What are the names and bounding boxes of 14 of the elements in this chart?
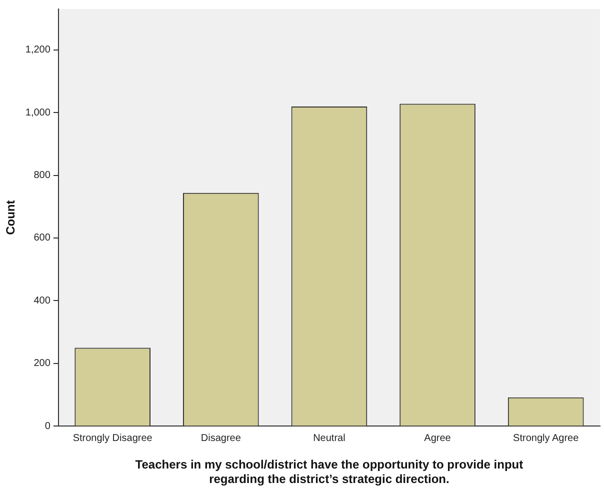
- x-tick-label: Strongly Disagree: [72, 432, 153, 444]
- x-tick-label: Disagree: [200, 432, 242, 444]
- y-tick-label: 800: [34, 170, 51, 182]
- x-tick-label: Agree: [424, 432, 452, 444]
- y-tick-label: 1,200: [25, 44, 51, 56]
- x-tick-label: Neutral: [313, 432, 346, 444]
- y-tick-label: 0: [44, 420, 51, 432]
- x-axis-title: Teachers in my school/district have the opportunity to provide input regarding the district’s strategic direction.: [135, 458, 524, 486]
- y-axis-title: Count: [4, 200, 18, 235]
- y-tick-label: 200: [34, 358, 51, 370]
- x-tick-label: Strongly Agree: [513, 432, 580, 444]
- y-tick-label: 600: [34, 232, 51, 244]
- y-tick-label: 1,000: [25, 107, 51, 118]
- y-tick-label: 400: [34, 295, 51, 306]
